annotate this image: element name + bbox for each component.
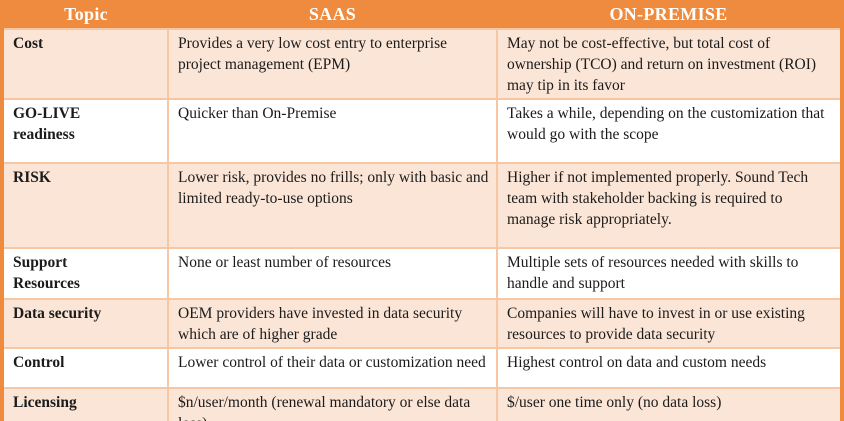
row-topic-label: Support Resources	[4, 248, 169, 300]
row-topic-label: Data security	[4, 299, 169, 349]
row-onpremise-cell: Highest control on data and custom needs	[497, 348, 840, 389]
row-onpremise-cell: $/user one time only (no data loss)	[497, 388, 840, 421]
row-saas-cell: $n/user/month (renewal mandatory or else…	[168, 388, 498, 421]
row-saas-cell: Provides a very low cost entry to enterp…	[168, 29, 498, 100]
row-topic-label: Licensing	[4, 388, 169, 421]
table-row-data-security: Data security OEM providers have investe…	[4, 299, 840, 349]
comparison-table: Topic SAAS ON-PREMISE Cost Provides a ve…	[4, 0, 840, 421]
table-row-risk: RISK Lower risk, provides no frills; onl…	[4, 163, 840, 249]
table-row-control: Control Lower control of their data or c…	[4, 348, 840, 389]
column-header-on-premise: ON-PREMISE	[497, 0, 840, 30]
row-saas-cell: Lower control of their data or customiza…	[168, 348, 498, 389]
row-topic-label: GO-LIVE readiness	[4, 99, 169, 164]
row-topic-label: Cost	[4, 29, 169, 100]
table-header: Topic SAAS ON-PREMISE	[4, 0, 840, 30]
table-row-support-resources: Support Resources None or least number o…	[4, 248, 840, 300]
table-row-cost: Cost Provides a very low cost entry to e…	[4, 29, 840, 100]
row-onpremise-cell: Multiple sets of resources needed with s…	[497, 248, 840, 300]
table-body: Cost Provides a very low cost entry to e…	[4, 29, 840, 421]
row-topic-label: Control	[4, 348, 169, 389]
row-saas-cell: OEM providers have invested in data secu…	[168, 299, 498, 349]
column-header-saas: SAAS	[168, 0, 497, 30]
row-onpremise-cell: May not be cost-effective, but total cos…	[497, 29, 840, 100]
table-row-go-live: GO-LIVE readiness Quicker than On-Premis…	[4, 99, 840, 164]
row-saas-cell: None or least number of resources	[168, 248, 498, 300]
header-row: Topic SAAS ON-PREMISE	[4, 0, 840, 30]
row-onpremise-cell: Takes a while, depending on the customiz…	[497, 99, 840, 164]
row-saas-cell: Quicker than On-Premise	[168, 99, 498, 164]
table-row-licensing: Licensing $n/user/month (renewal mandato…	[4, 388, 840, 421]
row-topic-label: RISK	[4, 163, 169, 249]
row-saas-cell: Lower risk, provides no frills; only wit…	[168, 163, 498, 249]
row-onpremise-cell: Companies will have to invest in or use …	[497, 299, 840, 349]
row-onpremise-cell: Higher if not implemented properly. Soun…	[497, 163, 840, 249]
column-header-topic: Topic	[4, 0, 168, 30]
